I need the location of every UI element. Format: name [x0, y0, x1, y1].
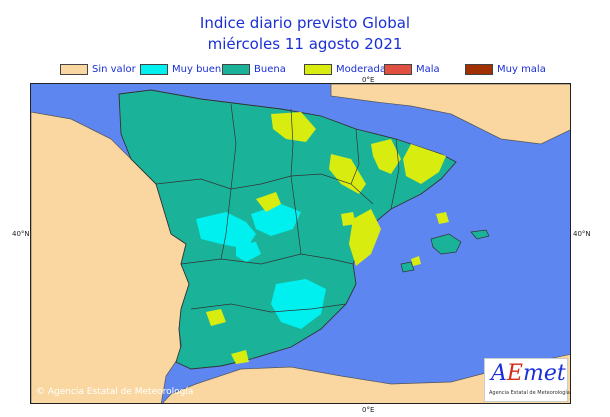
legend-item-muy-buena: Muy buena — [140, 62, 227, 76]
ibiza — [400, 261, 415, 273]
boundary-line — [180, 253, 354, 265]
lon-label-bottom: 0°E — [362, 406, 375, 414]
map-svg — [31, 84, 570, 403]
legend-label: Mala — [416, 63, 440, 75]
zone-moderada — [411, 256, 421, 266]
lat-label-left: 40°N — [12, 230, 30, 238]
zone-muy-buena — [196, 212, 256, 249]
legend-item-buena: Buena — [222, 62, 286, 76]
copyright-text: © Agencia Estatal de Meteorología — [36, 387, 194, 397]
lon-label-top: 0°E — [362, 76, 375, 84]
lat-label-right: 40°N — [573, 230, 591, 238]
zone-moderada — [256, 192, 281, 212]
legend-item-moderada: Moderada — [304, 62, 386, 76]
boundary-line — [220, 103, 237, 260]
zone-moderada — [403, 144, 446, 184]
legend-label: Sin valor — [92, 63, 136, 75]
boundary-line — [390, 138, 400, 210]
boundary-line — [190, 303, 347, 313]
zone-moderada — [206, 309, 226, 326]
logo-subtitle: Agencia Estatal de Meteorología — [489, 390, 570, 396]
zone-moderada — [341, 212, 356, 226]
legend-swatch-muy-buena — [140, 63, 168, 75]
zone-muy-buena — [236, 242, 261, 262]
logo-wordmark: AEmet — [491, 361, 566, 386]
legend-item-muy-mala: Muy mala — [465, 62, 546, 76]
legend-swatch-moderada — [304, 63, 332, 75]
france-region — [330, 84, 570, 145]
legend-label: Muy mala — [497, 63, 546, 75]
zone-moderada — [349, 209, 381, 266]
menorca — [470, 229, 490, 240]
mallorca — [430, 233, 462, 255]
zone-muy-buena — [251, 204, 301, 236]
map-title: Indice diario previsto Global — [199, 14, 411, 32]
zone-moderada — [231, 350, 249, 364]
zone-muy-buena — [271, 279, 326, 329]
boundary-line — [290, 108, 302, 255]
aemet-logo: AEmet Agencia Estatal de Meteorología — [484, 358, 570, 402]
map-area[interactable] — [30, 83, 571, 404]
legend-item-mala: Mala — [384, 62, 440, 76]
zone-moderada — [271, 112, 316, 142]
zone-moderada — [371, 139, 401, 174]
legend-label: Muy buena — [172, 63, 228, 75]
legend-label: Buena — [254, 63, 286, 75]
legend-item-sin-valor: Sin valor — [60, 62, 136, 76]
zone-moderada — [436, 212, 449, 224]
zone-moderada — [329, 154, 366, 194]
legend-swatch-muy-mala — [465, 63, 493, 75]
legend-label: Moderada — [336, 63, 386, 75]
legend-swatch-sin-valor — [60, 63, 88, 75]
map-date: miércoles 11 agosto 2021 — [207, 35, 403, 53]
north-africa-region — [162, 354, 570, 403]
boundary-line — [155, 173, 374, 205]
legend-swatch-mala — [384, 63, 412, 75]
boundary-line — [350, 128, 360, 185]
legend-swatch-buena — [222, 63, 250, 75]
